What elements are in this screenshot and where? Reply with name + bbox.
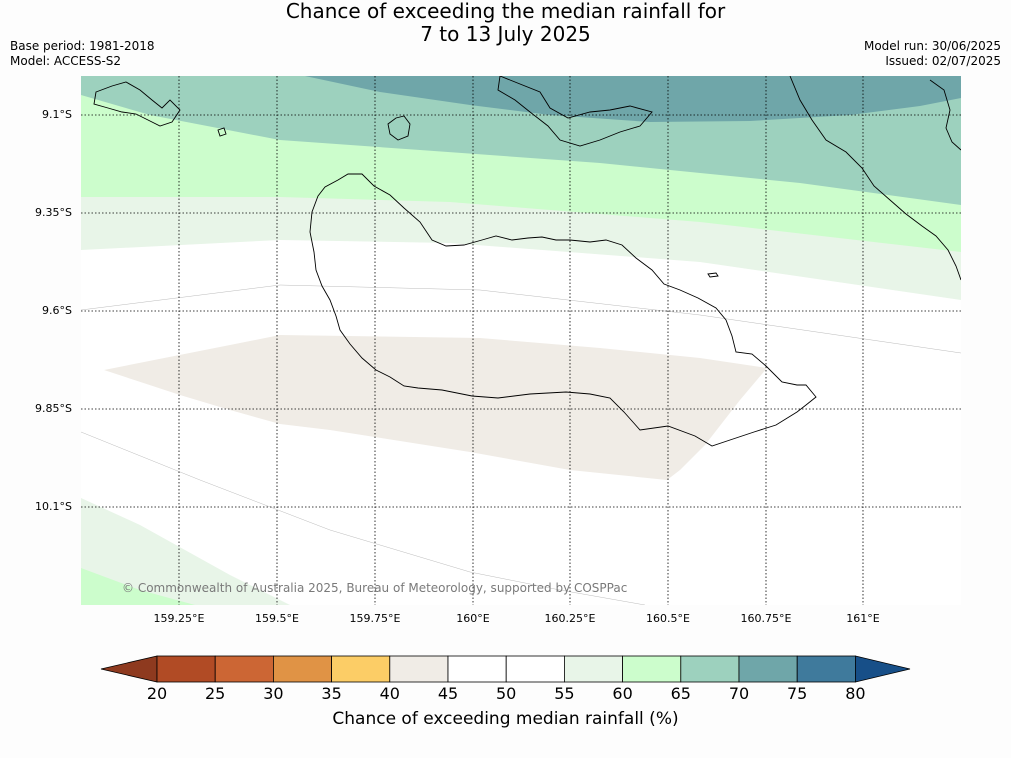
colorbar-tick-50: 50 bbox=[496, 684, 517, 703]
malaita-coastline bbox=[789, 76, 961, 281]
contour-band-60-65-bottom bbox=[81, 568, 195, 605]
colorbar-tick-80: 80 bbox=[845, 684, 866, 703]
colorbar-tick-55: 55 bbox=[554, 684, 575, 703]
nggela-island-coastline bbox=[387, 115, 411, 141]
colorbar-segment-35-40 bbox=[331, 655, 391, 683]
lon-label-161: 161°E bbox=[846, 612, 880, 625]
colorbar-tick-40: 40 bbox=[379, 684, 400, 703]
meta-right: Model run: 30/06/2025 Issued: 02/07/2025 bbox=[864, 39, 1001, 69]
lat-label-9-6: 9.6°S bbox=[42, 304, 72, 317]
lon-label-159-75: 159.75°E bbox=[349, 612, 401, 625]
model-run: Model run: 30/06/2025 bbox=[863, 39, 1001, 53]
copyright-notice: © Commonwealth of Australia 2025, Bureau… bbox=[122, 581, 627, 595]
colorbar-tick-30: 30 bbox=[263, 684, 284, 703]
colorbar-segment-25-30 bbox=[214, 655, 274, 683]
islet-coastline bbox=[707, 272, 719, 278]
lat-label-9-35: 9.35°S bbox=[35, 206, 72, 219]
colorbar-segment-30-35 bbox=[272, 655, 332, 683]
contour-line-50-lower bbox=[81, 431, 646, 605]
colorbar-tick-70: 70 bbox=[728, 684, 750, 703]
florida-islands-coastline bbox=[497, 76, 653, 147]
colorbar-tick-25: 25 bbox=[205, 684, 226, 703]
graticule bbox=[81, 76, 961, 605]
colorbar-segment-50-55 bbox=[505, 655, 565, 683]
colorbar-title: Chance of exceeding median rainfall (%) bbox=[332, 709, 679, 729]
lon-label-160-5: 160.5°E bbox=[646, 612, 690, 625]
malaita-coast-north bbox=[929, 79, 961, 151]
colorbar-tick-65: 65 bbox=[670, 684, 691, 703]
lon-label-159-5: 159.5°E bbox=[255, 612, 299, 625]
lon-label-159-25: 159.25°E bbox=[153, 612, 205, 625]
colorbar-tick-20: 20 bbox=[146, 684, 168, 703]
lat-label-9-85: 9.85°S bbox=[35, 402, 72, 415]
colorbar-segment-20-25 bbox=[156, 655, 216, 683]
lon-label-160-25: 160.25°E bbox=[544, 612, 596, 625]
lat-label-10-1: 10.1°S bbox=[35, 500, 72, 513]
contour-line-50 bbox=[81, 284, 961, 354]
colorbar-segment-45-50 bbox=[447, 655, 507, 683]
model-name: Model: ACCESS-S2 bbox=[10, 54, 122, 68]
issued-date: Issued: 02/07/2025 bbox=[885, 54, 1001, 68]
contour-band-55-60-bottom bbox=[81, 498, 290, 605]
colorbar-tick-35: 35 bbox=[321, 684, 342, 703]
colorbar-tick-60: 60 bbox=[612, 684, 633, 703]
colorbar-segment-55-60 bbox=[564, 655, 624, 683]
colorbar-tick-45: 45 bbox=[437, 684, 459, 703]
colorbar-segment-40-45 bbox=[389, 655, 449, 683]
meta-left: Base period: 1981-2018 Model: ACCESS-S2 bbox=[10, 39, 155, 69]
small-island-coastline bbox=[217, 127, 227, 137]
guadalcanal-coastline bbox=[309, 173, 817, 447]
lon-label-160: 160°E bbox=[456, 612, 490, 625]
title-line-2: 7 to 13 July 2025 bbox=[420, 22, 591, 46]
lon-label-160-75: 160.75°E bbox=[740, 612, 792, 625]
colorbar-segment-65-70 bbox=[680, 655, 740, 683]
colorbar-segment-60-65 bbox=[622, 655, 682, 683]
colorbar-extend-low bbox=[100, 655, 158, 683]
colorbar-tick-75: 75 bbox=[787, 684, 808, 703]
map-title: Chance of exceeding the median rainfall … bbox=[0, 0, 1011, 46]
title-line-1: Chance of exceeding the median rainfall … bbox=[285, 0, 726, 23]
base-period: Base period: 1981-2018 bbox=[10, 39, 155, 53]
lat-label-9-1: 9.1°S bbox=[42, 108, 72, 121]
colorbar-extend-high bbox=[855, 655, 911, 683]
contour-band-40-45 bbox=[104, 335, 767, 480]
contour-band-70-75 bbox=[305, 76, 961, 122]
colorbar-segment-75-80 bbox=[796, 655, 856, 683]
colorbar-segment-70-75 bbox=[738, 655, 798, 683]
savo-islands-coastline bbox=[93, 81, 181, 127]
